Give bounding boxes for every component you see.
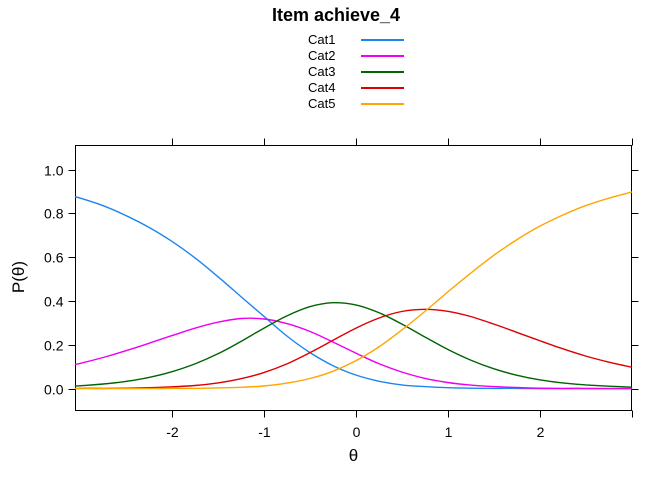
curve-cat1 [74, 196, 633, 390]
x-tick-label: 0 [353, 424, 361, 440]
legend-label: Cat1 [308, 32, 336, 47]
y-tick-label: 0.2 [44, 338, 64, 354]
curve-cat5 [74, 191, 633, 390]
y-tick-label: 1.0 [44, 163, 64, 179]
legend-item-cat3: Cat3 [61, 64, 618, 80]
legend-line-swatch [360, 39, 404, 41]
legend-item-cat5: Cat5 [61, 96, 618, 112]
legend: Cat1 Cat2 Cat3 Cat4 Cat5 [61, 32, 618, 112]
legend-line-swatch [360, 103, 404, 105]
legend-label: Cat4 [308, 80, 336, 95]
legend-item-cat1: Cat1 [61, 32, 618, 48]
chart-title: Item achieve_4 [271, 5, 401, 25]
curve-cat3 [74, 301, 633, 388]
x-tick-label: -1 [258, 424, 271, 440]
legend-label: Cat3 [308, 64, 336, 79]
legend-item-cat4: Cat4 [61, 80, 618, 96]
x-tick-label: 1 [445, 424, 453, 440]
legend-label: Cat5 [308, 96, 336, 111]
plot-border [75, 145, 632, 411]
legend-label: Cat2 [308, 48, 336, 63]
y-tick-label: 0.8 [44, 206, 64, 222]
legend-line-swatch [360, 55, 404, 57]
legend-line-swatch [360, 87, 404, 89]
legend-item-cat2: Cat2 [61, 48, 618, 64]
legend-line-swatch [360, 71, 404, 73]
curve-cat4 [74, 308, 633, 390]
y-axis-label: P(θ) [9, 260, 28, 294]
y-tick-label: 0.0 [44, 382, 64, 398]
x-tick-label: 2 [537, 424, 545, 440]
y-tick-label: 0.4 [44, 294, 64, 310]
x-axis-label: θ [348, 446, 359, 465]
x-tick-label: -2 [166, 424, 179, 440]
y-tick-label: 0.6 [44, 250, 64, 266]
curve-cat2 [74, 317, 633, 390]
